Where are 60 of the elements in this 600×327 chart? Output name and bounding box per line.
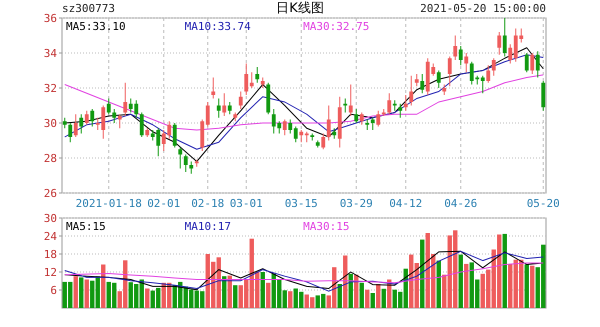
bar [101,264,106,308]
bar [84,280,89,308]
bar [370,293,375,308]
bar [233,285,238,308]
bar [420,240,424,308]
line-series [64,47,544,162]
bar [436,260,441,308]
bar [530,266,534,308]
text: sz300773 [62,2,115,15]
y-tick-label: 26 [44,187,57,200]
bar [288,291,292,308]
bar [222,276,226,308]
x-tick-label: 03-01 [230,197,263,210]
y-tick-label: 30 [44,117,57,130]
bar [464,264,468,308]
bar [343,256,348,308]
bar [376,284,380,308]
x-tick-label: 04-26 [444,197,478,210]
bar [228,276,232,308]
x-tick-label: 03-29 [340,197,373,210]
bar [502,234,507,308]
y-tick-label: 36 [44,12,57,25]
x-tick-label: 02-18 [191,197,224,210]
text: MA30:15 [303,220,350,233]
bar [145,288,150,308]
text: MA10:17 [184,220,231,233]
bar [74,276,78,308]
y-tick-label: 30 [44,212,57,225]
line-series [64,54,544,150]
text: MA5:33.10 [66,20,126,33]
bar [382,288,386,308]
y-tick-label: 28 [44,152,57,165]
x-tick-label: 02-01 [147,197,180,210]
y-tick-label: 34 [44,47,58,60]
y-tick-label: 6 [50,284,57,297]
text: MA5:15 [66,220,106,233]
text: 2021-05-20 15:00:00 [420,2,546,15]
y-tick-label: 18 [44,248,57,261]
bar [365,290,370,308]
bar [387,280,392,308]
bar [266,282,270,308]
bar [348,274,353,308]
x-tick-label: 03-15 [284,197,318,210]
text: MA30:32.75 [303,20,370,33]
bar [360,282,364,308]
bar [79,277,84,308]
x-tick-label: 05-20 [526,197,560,210]
line-series [64,262,544,284]
y-tick-label: 12 [44,266,57,279]
text: MA10:33.74 [184,20,252,33]
bar [458,254,463,308]
x-tick-label: 2021-01-18 [76,197,142,210]
bar [338,284,342,308]
x-tick-label: 04-12 [389,197,422,210]
bar [354,274,358,308]
chart-title: 日K线图 [276,1,324,16]
y-tick-label: 32 [44,82,57,95]
bar [260,272,265,308]
y-tick-label: 24 [44,230,58,243]
bar [524,264,529,308]
